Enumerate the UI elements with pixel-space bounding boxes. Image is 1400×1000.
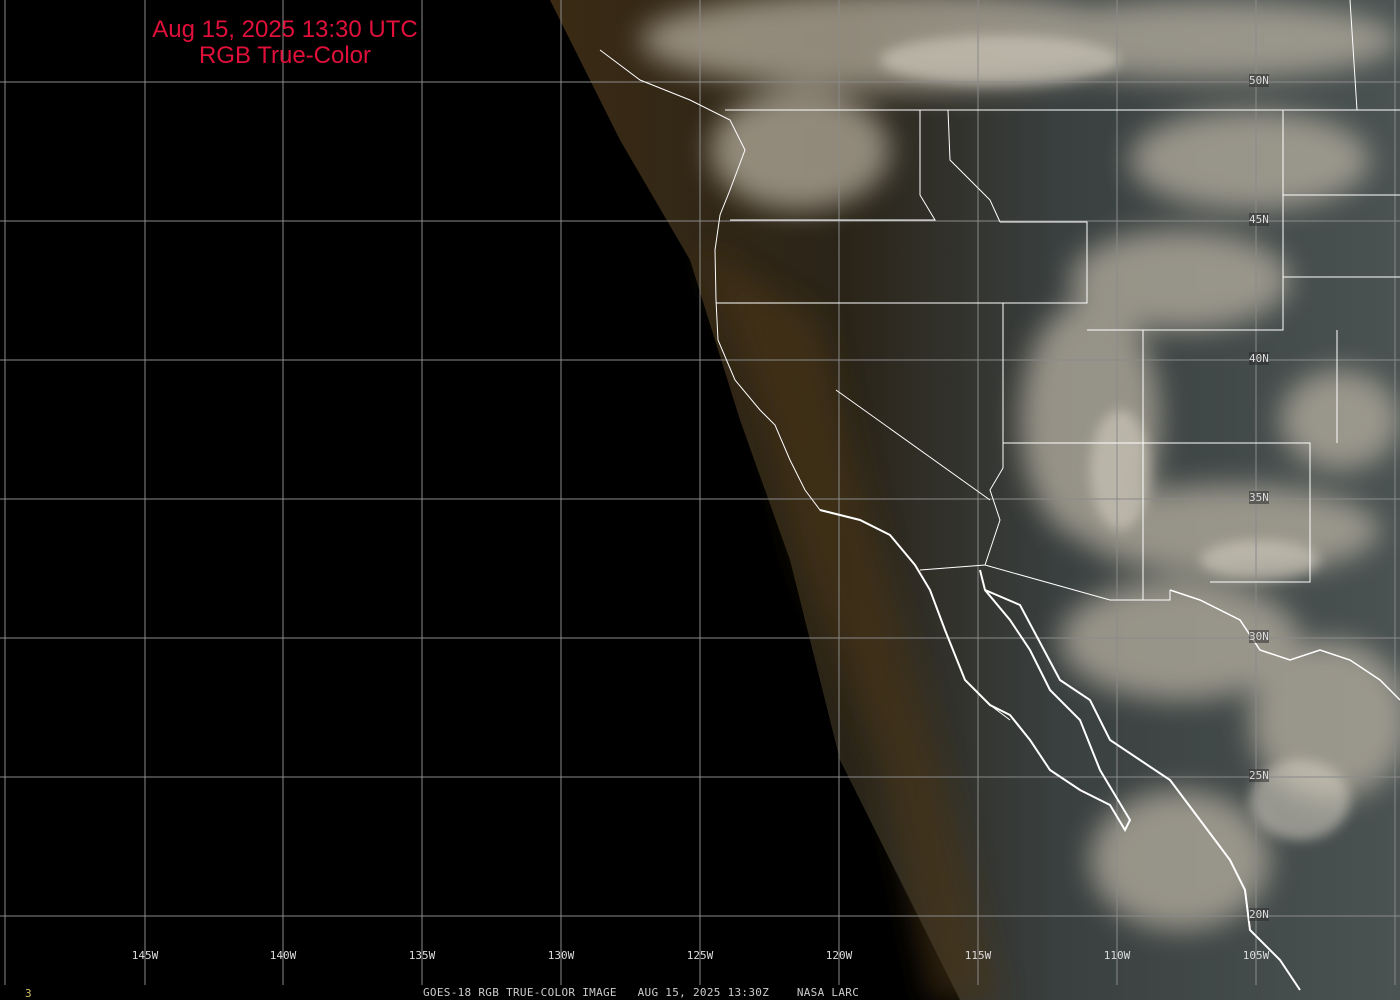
longitude-label: 135W xyxy=(408,949,436,962)
frame-number: 3 xyxy=(25,987,32,1000)
imagery-swath xyxy=(550,0,1400,1000)
longitude-label: 140W xyxy=(269,949,297,962)
longitude-label: 130W xyxy=(547,949,575,962)
latitude-label: 20N xyxy=(1249,908,1269,921)
map-title-date: Aug 15, 2025 13:30 UTC xyxy=(152,16,418,43)
longitude-label: 120W xyxy=(825,949,853,962)
longitude-label: 105W xyxy=(1242,949,1270,962)
latitude-label: 50N xyxy=(1249,74,1269,87)
longitude-label: 125W xyxy=(686,949,714,962)
latitude-label: 35N xyxy=(1249,491,1269,504)
map-title-product: RGB True-Color xyxy=(198,42,372,69)
coastlines-and-borders xyxy=(599,0,1400,991)
latitude-label: 45N xyxy=(1249,213,1269,226)
latitude-label: 40N xyxy=(1249,352,1269,365)
image-caption: GOES-18 RGB TRUE-COLOR IMAGE AUG 15, 202… xyxy=(423,986,860,999)
longitude-label: 115W xyxy=(964,949,992,962)
latitude-label: 25N xyxy=(1249,769,1269,782)
latitude-label: 30N xyxy=(1249,630,1269,643)
longitude-label: 110W xyxy=(1103,949,1131,962)
longitude-label: 145W xyxy=(131,949,159,962)
